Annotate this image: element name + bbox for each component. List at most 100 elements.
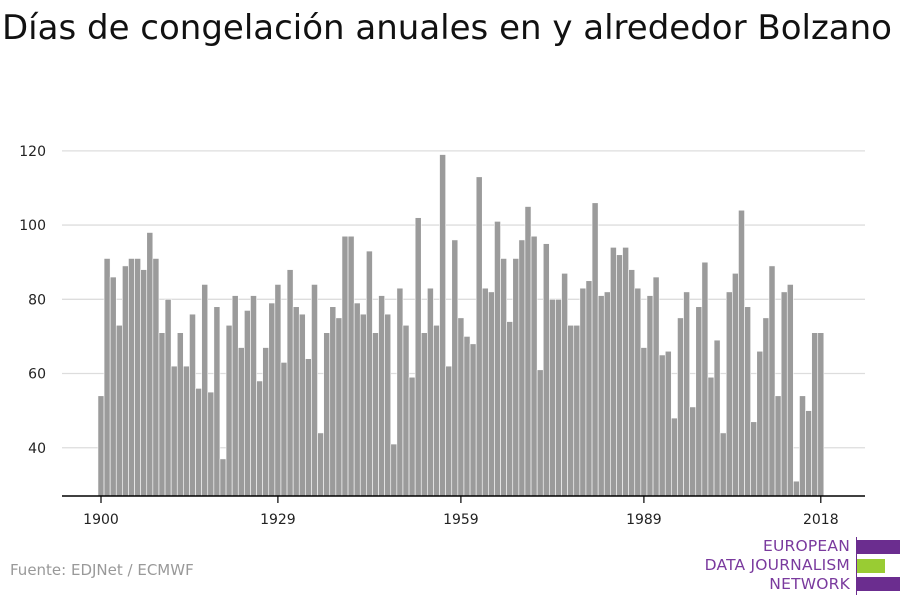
bar-1935 <box>311 284 318 497</box>
bar-1915 <box>189 313 196 497</box>
bar-1914 <box>183 365 190 497</box>
bar-1950 <box>402 324 410 497</box>
logo-bar-purple-top <box>857 540 900 554</box>
bar-2007 <box>750 421 758 497</box>
logo-bar-green <box>857 559 885 573</box>
x-tick-labels: 1900 1929 1959 1989 2018 <box>83 496 839 528</box>
bar-1994 <box>671 417 678 497</box>
bar-1969 <box>518 239 526 497</box>
bar-1939 <box>335 317 343 497</box>
bar-1930 <box>280 362 288 497</box>
bar-1936 <box>317 432 324 497</box>
bar-2011 <box>774 395 782 497</box>
bar-1998 <box>695 306 703 497</box>
bar-2013 <box>786 284 794 497</box>
bar-1974 <box>549 298 556 497</box>
bar-1910 <box>158 332 166 497</box>
bar-1970 <box>524 206 532 497</box>
bar-1990 <box>646 295 654 497</box>
bar-1940 <box>341 235 349 497</box>
bar-1921 <box>225 324 233 497</box>
bar-1923 <box>237 347 245 497</box>
bar-2018 <box>817 332 825 497</box>
bar-1956 <box>439 154 446 497</box>
x-tick-label: 1959 <box>443 512 479 528</box>
bar-2017 <box>811 332 819 497</box>
bar-1981 <box>591 202 599 497</box>
bar-1987 <box>628 269 636 497</box>
bar-1963 <box>481 287 489 497</box>
bar-2014 <box>793 480 800 497</box>
bar-1903 <box>115 324 123 497</box>
bar-1941 <box>347 235 355 497</box>
bar-1927 <box>262 347 270 497</box>
bar-1929 <box>274 284 282 497</box>
bar-1979 <box>579 287 587 497</box>
chart-title: Días de congelación anuales en y alreded… <box>2 8 892 48</box>
bar-1937 <box>323 332 331 497</box>
bar-1989 <box>640 347 648 497</box>
x-tick-label: 2018 <box>803 512 839 528</box>
bar-1971 <box>530 235 538 497</box>
bar-1967 <box>506 321 514 497</box>
bar-1920 <box>219 458 227 497</box>
bar-1917 <box>201 284 209 497</box>
bar-1982 <box>597 295 605 497</box>
bar-2004 <box>732 273 739 497</box>
bar-2010 <box>768 265 776 497</box>
bar-1965 <box>494 221 501 497</box>
bar-1988 <box>634 287 642 497</box>
bar-1933 <box>298 313 306 497</box>
bar-2005 <box>738 209 745 497</box>
x-tick-label: 1929 <box>260 512 296 528</box>
logo-line-2: DATA JOURNALISM <box>704 556 850 574</box>
bar-1958 <box>451 239 459 497</box>
bar-1980 <box>585 280 593 497</box>
bar-1993 <box>664 350 672 497</box>
bar-1904 <box>122 265 129 497</box>
edjnet-logo: EUROPEAN DATA JOURNALISM NETWORK <box>700 537 900 595</box>
bar-1931 <box>286 269 294 497</box>
bar-1944 <box>366 250 373 497</box>
bar-1926 <box>256 380 263 497</box>
bar-1984 <box>610 247 617 497</box>
bar-1957 <box>445 365 453 497</box>
x-tick-label: 1900 <box>83 512 119 528</box>
bar-1901 <box>103 258 111 497</box>
logo-line-1: EUROPEAN <box>762 537 850 555</box>
bars <box>97 154 825 497</box>
bar-1945 <box>372 332 379 497</box>
logo-divider <box>856 537 857 595</box>
bar-2016 <box>805 410 812 497</box>
bar-1986 <box>622 247 629 497</box>
bar-1951 <box>408 376 416 497</box>
bar-1968 <box>512 258 520 497</box>
bar-2003 <box>725 291 733 497</box>
bar-1964 <box>488 291 495 497</box>
bar-2002 <box>719 432 727 497</box>
logo-text: EUROPEAN DATA JOURNALISM NETWORK <box>705 537 850 594</box>
x-tick-label: 1989 <box>626 512 662 528</box>
bar-1954 <box>427 287 434 497</box>
bar-1997 <box>689 406 697 497</box>
bar-1952 <box>414 217 422 497</box>
bar-1961 <box>469 343 477 497</box>
bar-1905 <box>128 258 135 497</box>
bar-1960 <box>463 336 471 497</box>
bar-1911 <box>164 298 172 497</box>
y-tick-label: 40 <box>28 441 46 457</box>
bar-1972 <box>536 369 544 497</box>
y-tick-label: 120 <box>19 144 46 160</box>
bar-1900 <box>97 395 105 497</box>
bar-1938 <box>329 306 337 497</box>
bar-1913 <box>176 332 184 497</box>
bar-1959 <box>457 317 465 497</box>
bar-1908 <box>146 232 154 497</box>
bar-1928 <box>268 302 276 497</box>
bar-1943 <box>359 313 367 497</box>
bar-1922 <box>231 295 239 497</box>
bar-1983 <box>603 291 611 497</box>
bar-1906 <box>134 258 141 497</box>
bar-1909 <box>152 258 160 497</box>
